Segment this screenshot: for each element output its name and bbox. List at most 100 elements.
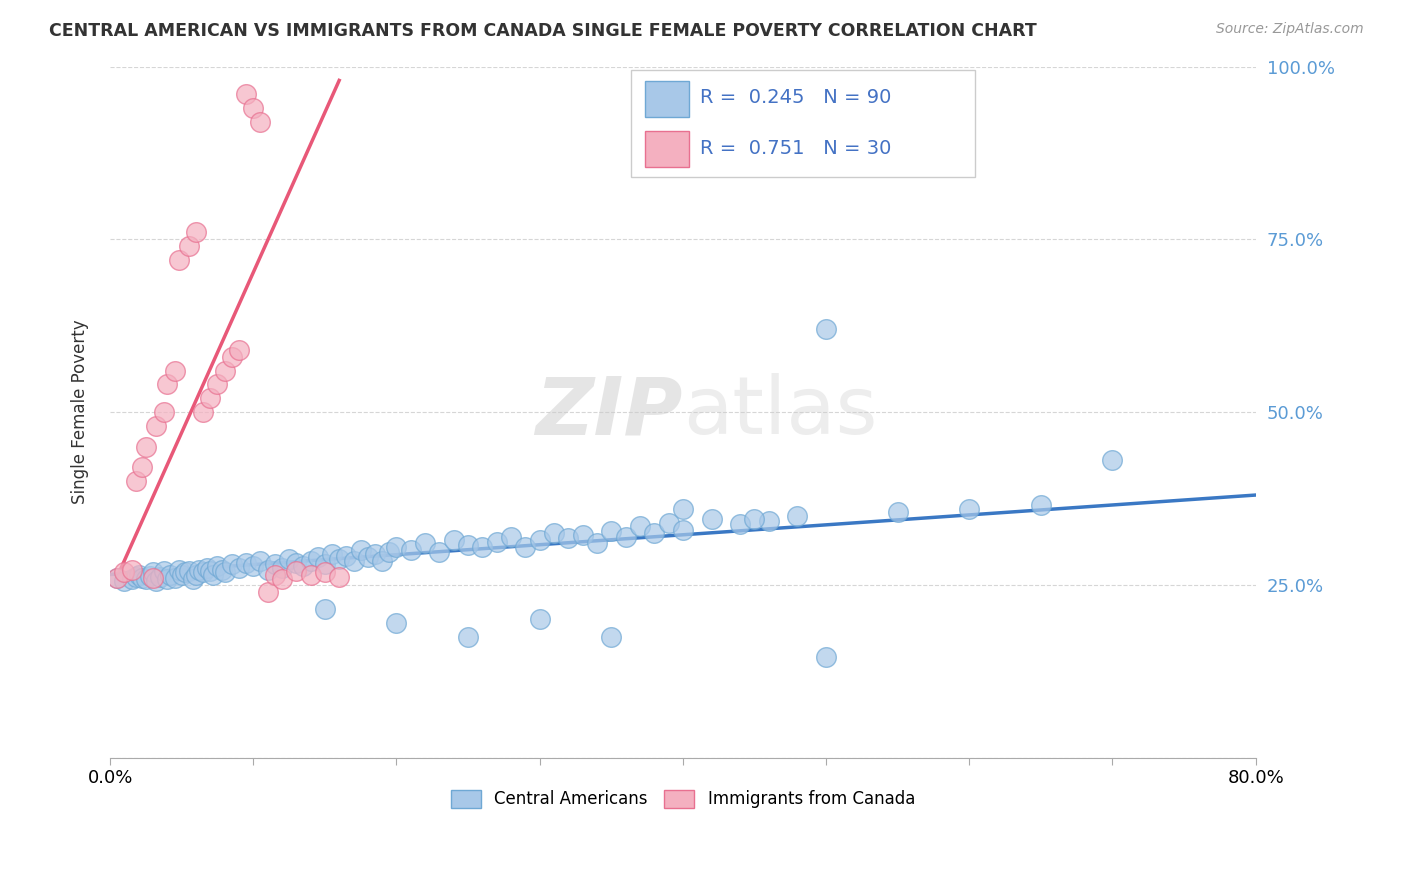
Point [471,540,494,554]
Point [200,564,222,578]
Point [292,558,315,573]
Point [249,554,271,568]
Point [242,558,264,573]
Point [163,571,186,585]
Point [543,526,565,541]
Point [191,566,214,580]
Point [672,523,695,537]
Point [145,419,167,434]
Point [128,567,150,582]
Point [145,574,167,589]
Point [371,554,394,568]
Point [207,558,229,573]
Point [314,602,336,616]
Point [181,573,204,587]
Point [202,567,225,582]
Point [335,549,357,563]
Point [263,557,285,571]
Text: R =  0.751   N = 30: R = 0.751 N = 30 [700,138,891,158]
Point [221,557,243,571]
Point [299,554,322,568]
Point [614,529,637,543]
Point [167,563,190,577]
Point [314,557,336,571]
Point [600,524,623,538]
Point [285,564,308,578]
Point [285,556,308,570]
Point [314,566,336,580]
Point [191,405,214,419]
Point [350,543,373,558]
Point [786,508,808,523]
Point [378,545,401,559]
Point [499,529,522,543]
Text: ZIP: ZIP [536,373,683,451]
Point [364,547,387,561]
Point [142,571,165,585]
Point [125,474,148,488]
Point [249,115,271,129]
Point [571,528,593,542]
Text: Source: ZipAtlas.com: Source: ZipAtlas.com [1216,22,1364,37]
Point [342,554,364,568]
Point [184,567,207,582]
Point [700,512,723,526]
Point [886,505,908,519]
Y-axis label: Single Female Poverty: Single Female Poverty [72,320,89,505]
Point [105,571,128,585]
Point [815,322,838,336]
FancyBboxPatch shape [631,70,974,178]
Point [328,569,350,583]
Point [228,560,250,574]
Point [328,551,350,566]
Point [153,564,176,578]
Point [156,377,179,392]
Point [214,364,236,378]
Point [557,531,579,545]
Point [242,101,264,115]
Point [125,569,148,583]
Point [211,563,233,577]
Point [200,392,222,406]
Point [121,573,143,587]
Point [271,560,294,574]
Point [299,567,322,582]
Legend: Central Americans, Immigrants from Canada: Central Americans, Immigrants from Canad… [444,783,921,815]
Point [177,564,200,578]
Point [139,569,162,583]
Point [263,567,285,582]
Point [529,533,551,547]
Point [321,547,343,561]
Point [271,573,294,587]
Point [586,536,609,550]
Point [485,535,508,549]
Point [131,460,153,475]
Point [187,563,209,577]
Point [184,226,207,240]
Point [443,533,465,547]
FancyBboxPatch shape [645,81,689,117]
Point [1029,499,1052,513]
Text: atlas: atlas [683,373,877,451]
Point [758,514,780,528]
Point [142,566,165,580]
Point [657,516,679,530]
Point [515,540,537,554]
Point [728,517,751,532]
Point [207,377,229,392]
Point [173,566,195,580]
Point [221,350,243,364]
Point [177,239,200,253]
Point [815,650,838,665]
Text: CENTRAL AMERICAN VS IMMIGRANTS FROM CANADA SINGLE FEMALE POVERTY CORRELATION CHA: CENTRAL AMERICAN VS IMMIGRANTS FROM CANA… [49,22,1038,40]
Point [529,612,551,626]
Point [153,405,176,419]
Point [131,571,153,585]
Point [385,615,408,630]
Point [167,253,190,268]
Point [256,584,278,599]
Point [744,512,766,526]
Point [121,563,143,577]
Point [600,630,623,644]
Point [135,440,157,454]
